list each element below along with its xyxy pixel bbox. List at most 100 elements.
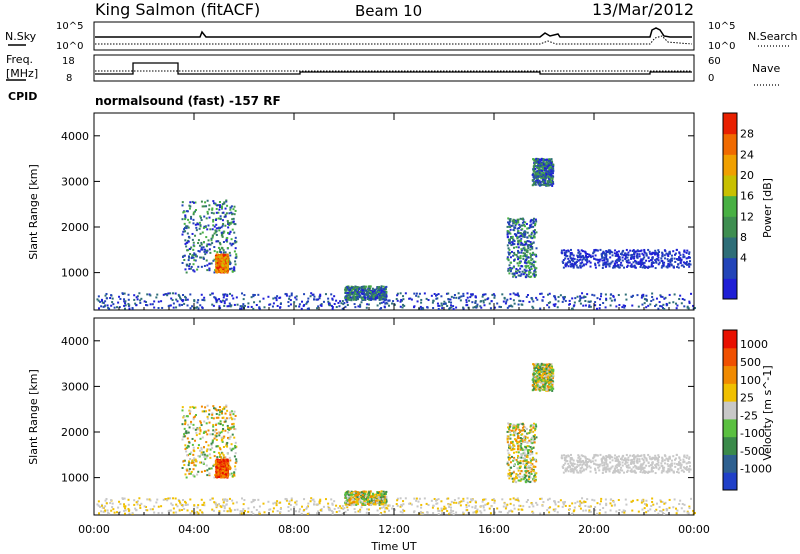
power-echo-cell (350, 286, 353, 289)
power-echo-cell (229, 206, 232, 209)
power-echo-cell (206, 228, 209, 231)
velocity-echo-cell (539, 367, 542, 370)
power-echo-cell (645, 259, 648, 262)
power-echo-cell (624, 256, 627, 259)
power-echo-cell (203, 215, 206, 218)
power-echo-cell (604, 261, 607, 264)
power-echo-cell (552, 163, 555, 166)
velocity-echo-cell (186, 469, 189, 472)
velocity-echo-cell (519, 460, 522, 463)
velocity-echo-cell (181, 466, 184, 469)
power-echo-cell (425, 297, 428, 300)
velocity-echo-cell (522, 440, 525, 443)
velocity-echo-cell (578, 455, 581, 458)
power-echo-cell (536, 179, 539, 182)
power-echo-cell (634, 259, 637, 262)
power-echo-cell (565, 249, 568, 252)
power-echo-cell (552, 169, 555, 172)
power-echo-cell (506, 306, 509, 309)
velocity-echo-cell (517, 432, 520, 435)
power-echo-cell (482, 299, 485, 302)
power-echo-cell (543, 165, 546, 168)
power-echo-cell (542, 174, 545, 177)
power-echo-cell (605, 299, 608, 302)
power-echo-cell (594, 304, 597, 307)
power-echo-cell (637, 261, 640, 264)
power-echo-cell (205, 205, 208, 208)
power-echo-cell (670, 257, 673, 260)
power-echo-cell (217, 211, 220, 214)
velocity-echo-cell (192, 423, 195, 426)
power-echo-cell (139, 299, 142, 302)
power-echo-cell (542, 163, 545, 166)
velocity-echo-cell (192, 416, 195, 419)
power-echo-cell (654, 259, 657, 262)
power-echo-cell (519, 231, 522, 234)
velocity-echo-cell (542, 363, 545, 366)
velocity-echo-cell (508, 445, 511, 448)
power-echo-cell (247, 302, 250, 305)
power-echo-cell (339, 300, 342, 303)
velocity-echo-cell (224, 469, 227, 472)
beam-title: Beam 10 (355, 2, 422, 20)
power-echo-cell (577, 256, 580, 259)
power-echo-cell (530, 242, 533, 245)
velocity-echo-cell (233, 473, 236, 476)
power-echo-cell (580, 249, 583, 252)
power-echo-cell (549, 301, 552, 304)
velocity-echo-cell (215, 469, 218, 472)
power-echo-cell (178, 304, 181, 307)
velocity-echo-cell (194, 406, 197, 409)
power-echo-cell (222, 249, 225, 252)
power-echo-cell (365, 292, 368, 295)
power-echo-cell (581, 258, 584, 261)
power-echo-cell (594, 248, 597, 251)
power-echo-cell (586, 293, 589, 296)
power-echo-cell (602, 250, 605, 253)
velocity-echo-cell (226, 467, 229, 470)
power-echo-cell (193, 245, 196, 248)
nsky-tick-top: 10^5 (56, 21, 83, 32)
power-echo-cell (637, 263, 640, 266)
power-echo-cell (223, 255, 226, 258)
power-echo-cell (660, 266, 663, 269)
power-echo-cell (211, 228, 214, 231)
power-echo-cell (226, 270, 229, 273)
velocity-echo-cell (654, 464, 657, 467)
power-echo-cell (659, 305, 662, 308)
power-echo-cell (679, 261, 682, 264)
velocity-echo-cell (515, 472, 518, 475)
velocity-echo-cell (573, 466, 576, 469)
velocity-echo-cell (586, 458, 589, 461)
power-echo-cell (372, 293, 375, 296)
power-echo-cell (290, 292, 293, 295)
velocity-echo-cell (566, 459, 569, 462)
velocity-echo-cell (632, 470, 635, 473)
power-echo-cell (118, 306, 121, 309)
velocity-echo-cell (529, 446, 532, 449)
power-echo-cell (663, 307, 666, 310)
power-echo-cell (639, 262, 642, 265)
power-echo-cell (221, 258, 224, 261)
power-echo-cell (517, 274, 520, 277)
power-echo-cell (216, 240, 219, 243)
power-echo-cell (188, 256, 191, 259)
velocity-echo-cell (184, 420, 187, 423)
power-echo-cell (213, 232, 216, 235)
power-echo-cell (650, 264, 653, 267)
velocity-echo-cell (519, 472, 522, 475)
power-echo-cell (453, 293, 456, 296)
power-echo-cell (518, 299, 521, 302)
velocity-echo-cell (595, 463, 598, 466)
power-echo-cell (532, 178, 535, 181)
velocity-echo-cell (534, 458, 537, 461)
power-echo-cell (535, 166, 538, 169)
power-echo-cell (607, 249, 610, 252)
power-echo-cell (392, 300, 395, 303)
power-echo-cell (549, 177, 552, 180)
power-echo-cell (542, 180, 545, 183)
power-echo-cell (198, 244, 201, 247)
power-echo-cell (294, 296, 297, 299)
power-echo-cell (214, 256, 217, 259)
power-echo-cell (598, 260, 601, 263)
